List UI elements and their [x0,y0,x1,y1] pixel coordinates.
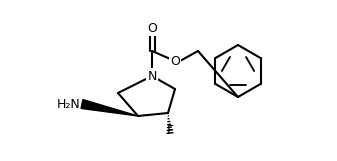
Text: N: N [147,70,157,82]
Text: O: O [170,55,180,67]
Text: F: F [166,124,174,137]
Polygon shape [81,100,138,116]
Text: O: O [147,22,157,34]
Text: H₂N: H₂N [56,98,80,110]
